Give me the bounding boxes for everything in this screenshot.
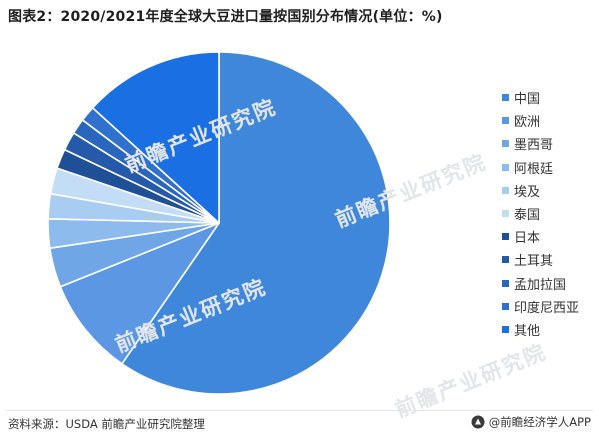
- legend-label-8: 孟加拉国: [514, 277, 567, 293]
- legend-label-7: 土耳其: [514, 254, 554, 270]
- legend-label-6: 日本: [514, 231, 541, 247]
- brand-logo-icon: [471, 415, 485, 429]
- legend-item-7: 土耳其: [502, 248, 579, 271]
- legend-item-6: 日本: [502, 225, 579, 248]
- pie-slice-1: [59, 222, 220, 365]
- legend-swatch-6: [502, 233, 509, 241]
- legend-item-9: 印度尼西亚: [502, 295, 579, 318]
- legend-swatch-9: [502, 302, 509, 310]
- legend-swatch-4: [502, 186, 509, 194]
- legend-item-10: 其他: [502, 318, 579, 341]
- legend-item-5: 泰国: [502, 202, 579, 225]
- legend-swatch-8: [502, 279, 509, 287]
- legend-label-5: 泰国: [514, 208, 541, 224]
- legend-item-3: 阿根廷: [502, 156, 579, 179]
- legend-label-1: 欧洲: [514, 115, 541, 131]
- source-note: 资料来源：USDA 前瞻产业研究院整理: [8, 417, 205, 431]
- legend-item-1: 欧洲: [502, 109, 579, 132]
- legend-label-0: 中国: [514, 92, 541, 108]
- legend-swatch-0: [502, 94, 509, 102]
- legend-swatch-7: [502, 256, 509, 264]
- legend-swatch-5: [502, 210, 509, 218]
- legend-swatch-2: [502, 140, 509, 148]
- brand-label: @前瞻经济学人APP: [488, 415, 591, 429]
- legend-item-0: 中国: [502, 86, 579, 109]
- pie-slices: [47, 51, 391, 395]
- chart-legend: 中国欧洲墨西哥阿根廷埃及泰国日本土耳其孟加拉国印度尼西亚其他: [502, 86, 579, 341]
- pie-slice-0: [121, 51, 391, 395]
- footer-divider: [6, 410, 593, 411]
- legend-item-4: 埃及: [502, 179, 579, 202]
- legend-item-8: 孟加拉国: [502, 272, 579, 295]
- legend-label-10: 其他: [514, 323, 541, 339]
- legend-label-9: 印度尼西亚: [514, 300, 580, 316]
- legend-label-4: 埃及: [514, 184, 541, 200]
- chart-title: 图表2：2020/2021年度全球大豆进口量按国别分布情况(单位：%): [8, 9, 443, 25]
- legend-swatch-1: [502, 117, 509, 125]
- brand-credit: @前瞻经济学人APP: [471, 414, 591, 430]
- legend-label-2: 墨西哥: [514, 138, 554, 154]
- legend-swatch-3: [502, 163, 509, 171]
- legend-item-2: 墨西哥: [502, 132, 579, 155]
- legend-label-3: 阿根廷: [514, 161, 554, 177]
- pie-slice-10: [91, 51, 220, 224]
- legend-swatch-10: [502, 325, 509, 333]
